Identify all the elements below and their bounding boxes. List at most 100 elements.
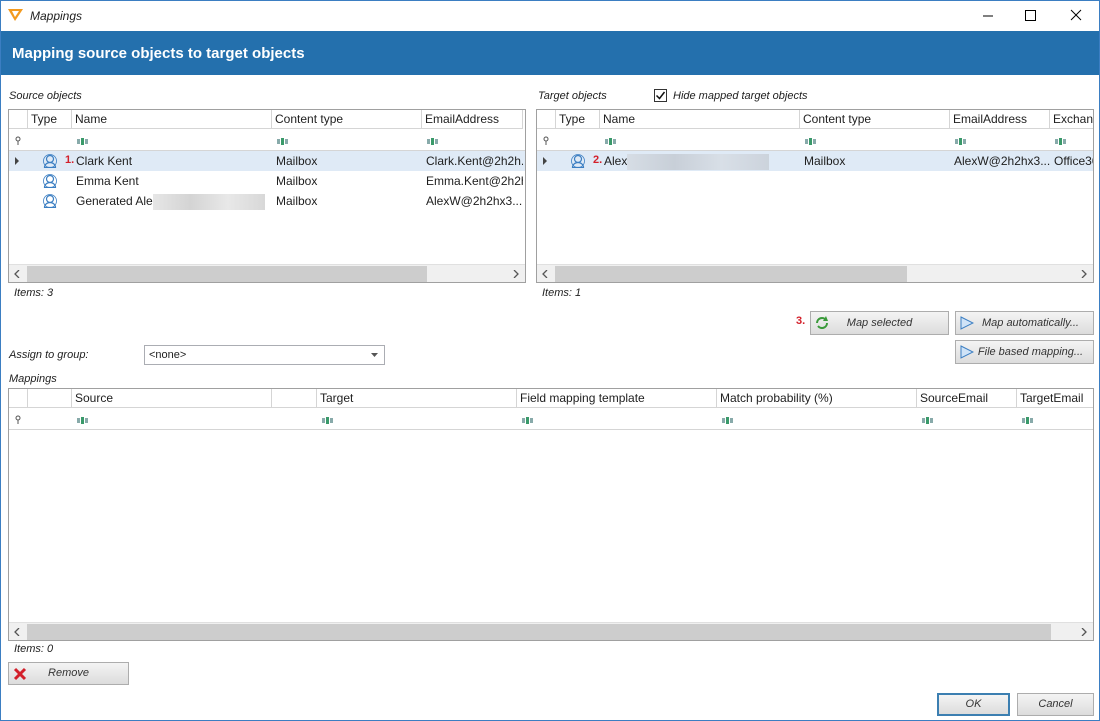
column-header[interactable]: Source bbox=[72, 389, 272, 408]
filter-abc-icon bbox=[605, 138, 616, 145]
remove-text: Remove bbox=[48, 667, 89, 679]
map-selected-button[interactable]: Map selected bbox=[810, 311, 949, 335]
map-automatically-text: Map automatically... bbox=[981, 317, 1079, 329]
column-header[interactable] bbox=[9, 110, 28, 129]
grid-cell: Alex bbox=[604, 154, 628, 168]
grid-row[interactable]: 1. Clark Kent Mailbox Clark.Kent@2h2h... bbox=[9, 151, 525, 171]
scroll-right-arrow bbox=[513, 270, 519, 278]
grid-row[interactable]: Generated Alex Mailbox AlexW@2h2hx3.... bbox=[9, 191, 525, 211]
file-based-button[interactable]: File based mapping... bbox=[955, 340, 1094, 364]
map-automatically-button[interactable]: Map automatically... bbox=[955, 311, 1094, 335]
grid-cell: Generated Alex bbox=[76, 194, 159, 208]
ok-button[interactable]: OK bbox=[937, 693, 1010, 716]
mappings-label: Mappings bbox=[9, 373, 57, 385]
filter-abc-icon bbox=[1055, 138, 1066, 145]
cancel-text: Cancel bbox=[1038, 698, 1073, 710]
scroll-right-arrow bbox=[1081, 270, 1087, 278]
scroll-left-arrow bbox=[14, 628, 20, 636]
row-indicator bbox=[543, 157, 547, 165]
column-header[interactable]: Content type bbox=[272, 110, 422, 129]
window-controls[interactable] bbox=[975, 6, 1095, 26]
scroll-thumb[interactable] bbox=[27, 624, 1051, 640]
filter-abc-icon bbox=[722, 417, 733, 424]
grid-cell: Mailbox bbox=[804, 154, 846, 168]
redaction bbox=[153, 194, 265, 210]
play-icon bbox=[960, 345, 974, 359]
filter-abc-icon bbox=[922, 417, 933, 424]
filter-abc-icon bbox=[805, 138, 816, 145]
hide-mapped-label[interactable]: Hide mapped target objects bbox=[673, 90, 808, 102]
hide-mapped-checkbox[interactable] bbox=[654, 89, 667, 102]
step-marker: 3. bbox=[796, 315, 806, 327]
refresh-icon bbox=[816, 316, 828, 329]
scroll-thumb[interactable] bbox=[555, 266, 907, 282]
scroll-left-arrow bbox=[14, 270, 20, 278]
row-indicator bbox=[15, 157, 19, 165]
column-header[interactable]: Type bbox=[28, 110, 72, 129]
column-header[interactable]: Target bbox=[317, 389, 517, 408]
window-title: Mappings bbox=[30, 9, 83, 23]
ok-text: OK bbox=[965, 698, 982, 710]
cancel-button[interactable]: Cancel bbox=[1017, 693, 1094, 716]
filter-abc-icon bbox=[322, 417, 333, 424]
scroll-left-arrow bbox=[542, 270, 548, 278]
grid-row[interactable]: 2.Alex Mailbox AlexW@2h2hx3.... Office36 bbox=[537, 151, 1093, 171]
column-header[interactable]: TargetEmail bbox=[1017, 389, 1093, 408]
mappings-items: Items: 0 bbox=[14, 643, 54, 655]
grid-cell: Emma Kent bbox=[76, 174, 139, 188]
column-header[interactable]: EmailAddress bbox=[950, 110, 1050, 129]
column-header[interactable] bbox=[537, 110, 556, 129]
filter-row bbox=[537, 130, 1093, 151]
source-label: Source objects bbox=[9, 90, 82, 102]
grid-cell: AlexW@2h2hx3.... bbox=[954, 154, 1050, 168]
horizontal-scrollbar[interactable] bbox=[9, 264, 525, 282]
step-marker: 1. bbox=[65, 154, 75, 166]
filter-row bbox=[9, 409, 1093, 430]
file-based-text: File based mapping... bbox=[977, 346, 1084, 358]
step-marker: 2. bbox=[593, 154, 603, 166]
column-header[interactable]: Content type bbox=[800, 110, 950, 129]
filter-pin-icon bbox=[15, 136, 21, 145]
check-mark bbox=[655, 91, 666, 100]
play-icon bbox=[960, 316, 974, 330]
column-header[interactable]: Exchang bbox=[1050, 110, 1093, 129]
column-header[interactable]: EmailAddress bbox=[422, 110, 523, 129]
map-selected-text: Map selected bbox=[846, 317, 913, 329]
scroll-thumb[interactable] bbox=[27, 266, 427, 282]
column-header[interactable]: SourceEmail bbox=[917, 389, 1017, 408]
column-header[interactable]: Name bbox=[72, 110, 272, 129]
horizontal-scrollbar[interactable] bbox=[537, 264, 1093, 282]
group-dropdown[interactable]: <none> bbox=[144, 345, 385, 365]
mailbox-type-icon bbox=[43, 154, 57, 168]
source-grid[interactable]: Type Name Content type EmailAddress 1. Clark … bbox=[8, 109, 526, 283]
column-header[interactable] bbox=[9, 389, 28, 408]
grid-cell: Mailbox bbox=[276, 174, 318, 188]
header-band bbox=[1, 31, 1099, 75]
filter-pin-icon bbox=[15, 415, 21, 424]
grid-cell: Office36 bbox=[1054, 154, 1093, 168]
mailbox-type-icon bbox=[571, 154, 585, 168]
target-items: Items: 1 bbox=[542, 287, 582, 299]
column-header[interactable] bbox=[28, 389, 72, 408]
app-icon bbox=[8, 9, 23, 21]
column-header[interactable]: Type bbox=[556, 110, 600, 129]
grid-cell: Emma.Kent@2h2h... bbox=[426, 174, 523, 188]
grid-cell: Clark Kent bbox=[76, 154, 133, 168]
horizontal-scrollbar[interactable] bbox=[9, 622, 1093, 640]
column-header[interactable]: Match probability (%) bbox=[717, 389, 917, 408]
column-header[interactable]: Name bbox=[600, 110, 800, 129]
filter-abc-icon bbox=[522, 417, 533, 424]
redaction bbox=[627, 154, 769, 170]
group-value: <none> bbox=[149, 349, 187, 361]
filter-row bbox=[9, 130, 525, 151]
remove-icon bbox=[13, 667, 27, 681]
filter-pin-icon bbox=[543, 136, 549, 145]
mailbox-type-icon bbox=[43, 174, 57, 188]
column-header[interactable] bbox=[272, 389, 317, 408]
column-header[interactable]: Field mapping template bbox=[517, 389, 717, 408]
grid-row[interactable]: Emma Kent Mailbox Emma.Kent@2h2h... bbox=[9, 171, 525, 191]
remove-button[interactable]: Remove bbox=[8, 662, 129, 685]
mappings-grid[interactable]: Source Target Field mapping template Match … bbox=[8, 388, 1094, 641]
